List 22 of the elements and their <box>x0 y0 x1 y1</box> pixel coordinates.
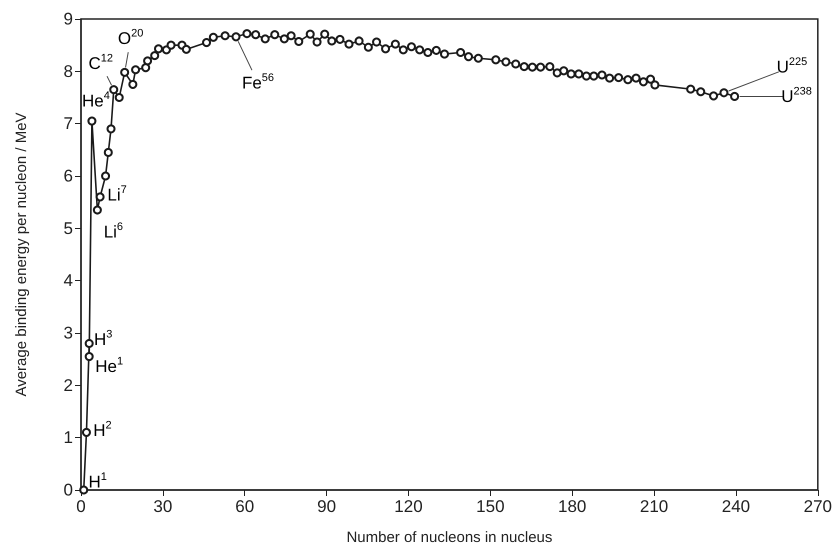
x-tick-label: 240 <box>722 497 750 516</box>
y-tick-label: 0 <box>64 480 73 500</box>
y-tick-label: 5 <box>64 218 73 238</box>
y-tick-label: 2 <box>64 376 73 395</box>
x-tick-label: 270 <box>804 497 832 516</box>
x-tick-label: 210 <box>640 497 668 516</box>
x-tick-label: 180 <box>558 497 586 516</box>
x-tick-label: 0 <box>76 497 86 516</box>
x-tick-label: 30 <box>153 497 172 516</box>
y-tick-label: 7 <box>64 114 73 134</box>
x-tick-label: 150 <box>476 497 505 516</box>
y-tick-label: 8 <box>64 62 73 81</box>
x-axis-title: Number of nucleons in nucleus <box>346 529 552 546</box>
x-tick-label: 120 <box>394 497 423 516</box>
y-axis-title: Average binding energy per nucleon / MeV <box>13 112 30 397</box>
y-tick-label: 6 <box>64 166 73 186</box>
y-tick-label: 3 <box>64 324 73 342</box>
x-tick-label: 90 <box>317 497 336 516</box>
x-tick-label: 60 <box>235 497 254 516</box>
y-tick-label: 9 <box>64 10 73 28</box>
y-tick-label: 4 <box>64 271 73 290</box>
y-tick-label: 1 <box>64 428 73 448</box>
